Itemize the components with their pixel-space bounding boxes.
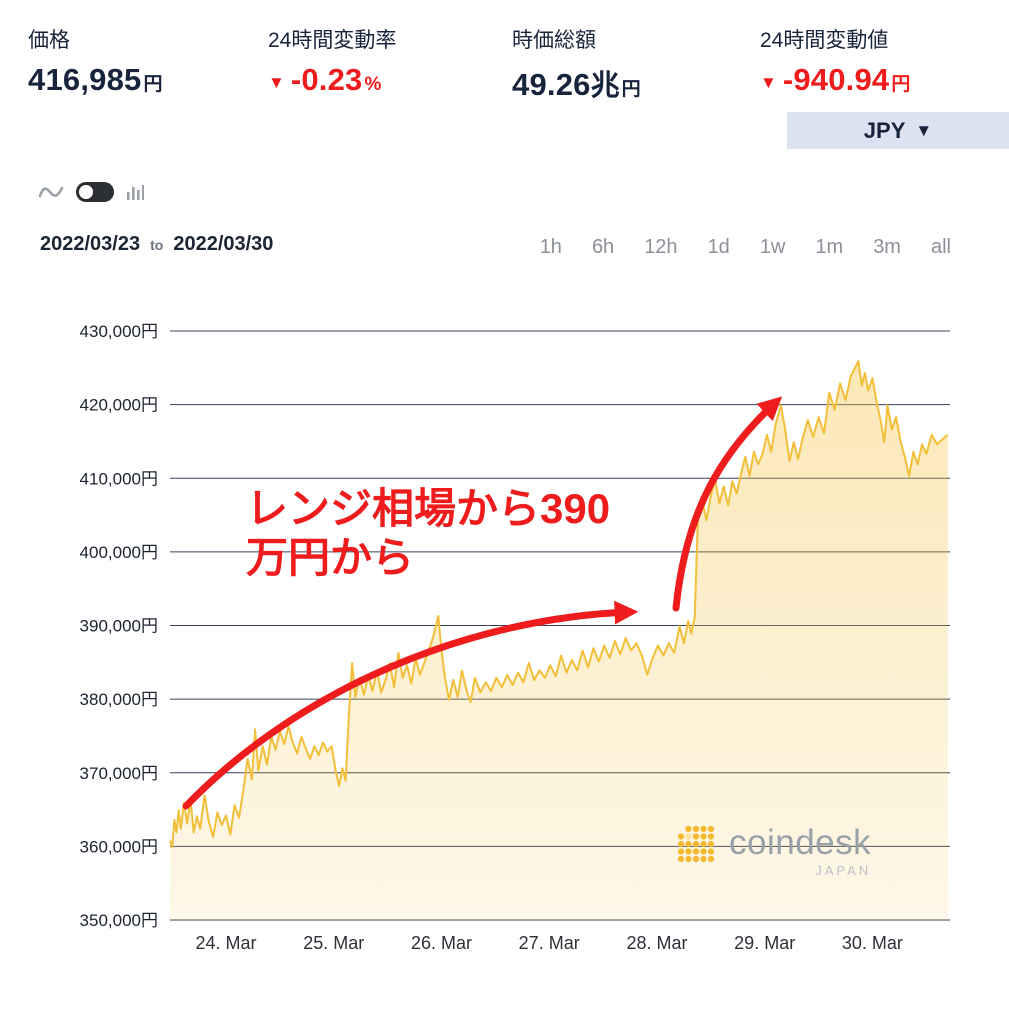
x-axis-label: 26. Mar [411,933,472,953]
stat-price-value: 416,985 円 [28,62,162,98]
y-axis-label: 380,000円 [80,690,158,709]
x-axis-label: 30. Mar [842,933,903,953]
range-1d[interactable]: 1d [707,236,730,258]
x-axis-label: 29. Mar [734,933,795,953]
range-12h[interactable]: 12h [644,236,678,258]
x-axis-label: 28. Mar [626,933,687,953]
market-cap-unit: 円 [621,79,641,100]
down-arrow-icon: ▼ [268,73,285,92]
price-number: 416,985 [28,62,142,97]
stat-market-cap-value: 49.26 兆 円 [512,62,641,104]
y-axis-label: 430,000円 [80,322,158,341]
y-axis-label: 350,000円 [80,911,158,930]
price-unit: 円 [143,74,163,95]
y-axis-label: 370,000円 [80,764,158,783]
market-cap-unit-big: 兆 [590,70,620,102]
y-axis-label: 390,000円 [80,617,158,636]
date-to[interactable]: 2022/03/30 [173,233,274,255]
currency-label: JPY [863,117,906,143]
chevron-down-icon: ▼ [915,120,933,140]
stat-market-cap: 時価総額 49.26 兆 円 [512,24,641,104]
range-all[interactable]: all [930,236,951,258]
bar-chart-icon[interactable] [126,183,144,201]
stat-price-label: 価格 [28,29,70,52]
change-rate-unit: % [364,74,382,95]
stat-price: 価格 416,985 円 [28,24,162,98]
change-value-unit: 円 [891,74,911,95]
stat-market-cap-label: 時価総額 [512,29,596,52]
range-1h[interactable]: 1h [539,236,562,258]
chart-type-toggle[interactable] [76,182,114,202]
toggle-knob [79,185,93,199]
currency-selector[interactable]: JPY ▼ [787,112,1009,149]
line-chart-icon[interactable] [38,183,64,201]
price-area-fill [170,361,948,920]
range-1m[interactable]: 1m [815,236,844,258]
x-axis-label: 27. Mar [519,933,580,953]
date-from[interactable]: 2022/03/23 [40,233,141,255]
stat-change-value-label: 24時間変動値 [760,29,889,52]
range-6h[interactable]: 6h [591,236,615,258]
y-axis-label: 400,000円 [80,543,158,562]
date-to-label: to [150,237,164,253]
stat-change-rate-label: 24時間変動率 [268,29,397,52]
y-axis-label: 420,000円 [80,396,158,415]
range-1w[interactable]: 1w [759,236,786,258]
y-axis-label: 360,000円 [80,837,158,856]
stat-change-rate-value: ▼ -0.23 % [268,62,396,98]
x-axis-label: 24. Mar [195,933,256,953]
market-cap-number: 49.26 [512,67,591,102]
down-arrow-icon: ▼ [760,73,777,92]
change-value-number: -940.94 [782,62,890,97]
chart-type-controls [38,182,144,202]
time-range-buttons: 1h 6h 12h 1d 1w 1m 3m all [540,236,951,259]
y-axis-label: 410,000円 [80,469,158,488]
stat-change-value-value: ▼ -940.94 円 [760,62,910,98]
range-3m[interactable]: 3m [873,236,901,258]
change-rate-number: -0.23 [290,62,363,97]
date-range-row: 2022/03/23 to 2022/03/30 [40,233,273,256]
stat-change-value: 24時間変動値 ▼ -940.94 円 [760,24,910,98]
stat-change-rate: 24時間変動率 ▼ -0.23 % [268,24,396,98]
x-axis-label: 25. Mar [303,933,364,953]
